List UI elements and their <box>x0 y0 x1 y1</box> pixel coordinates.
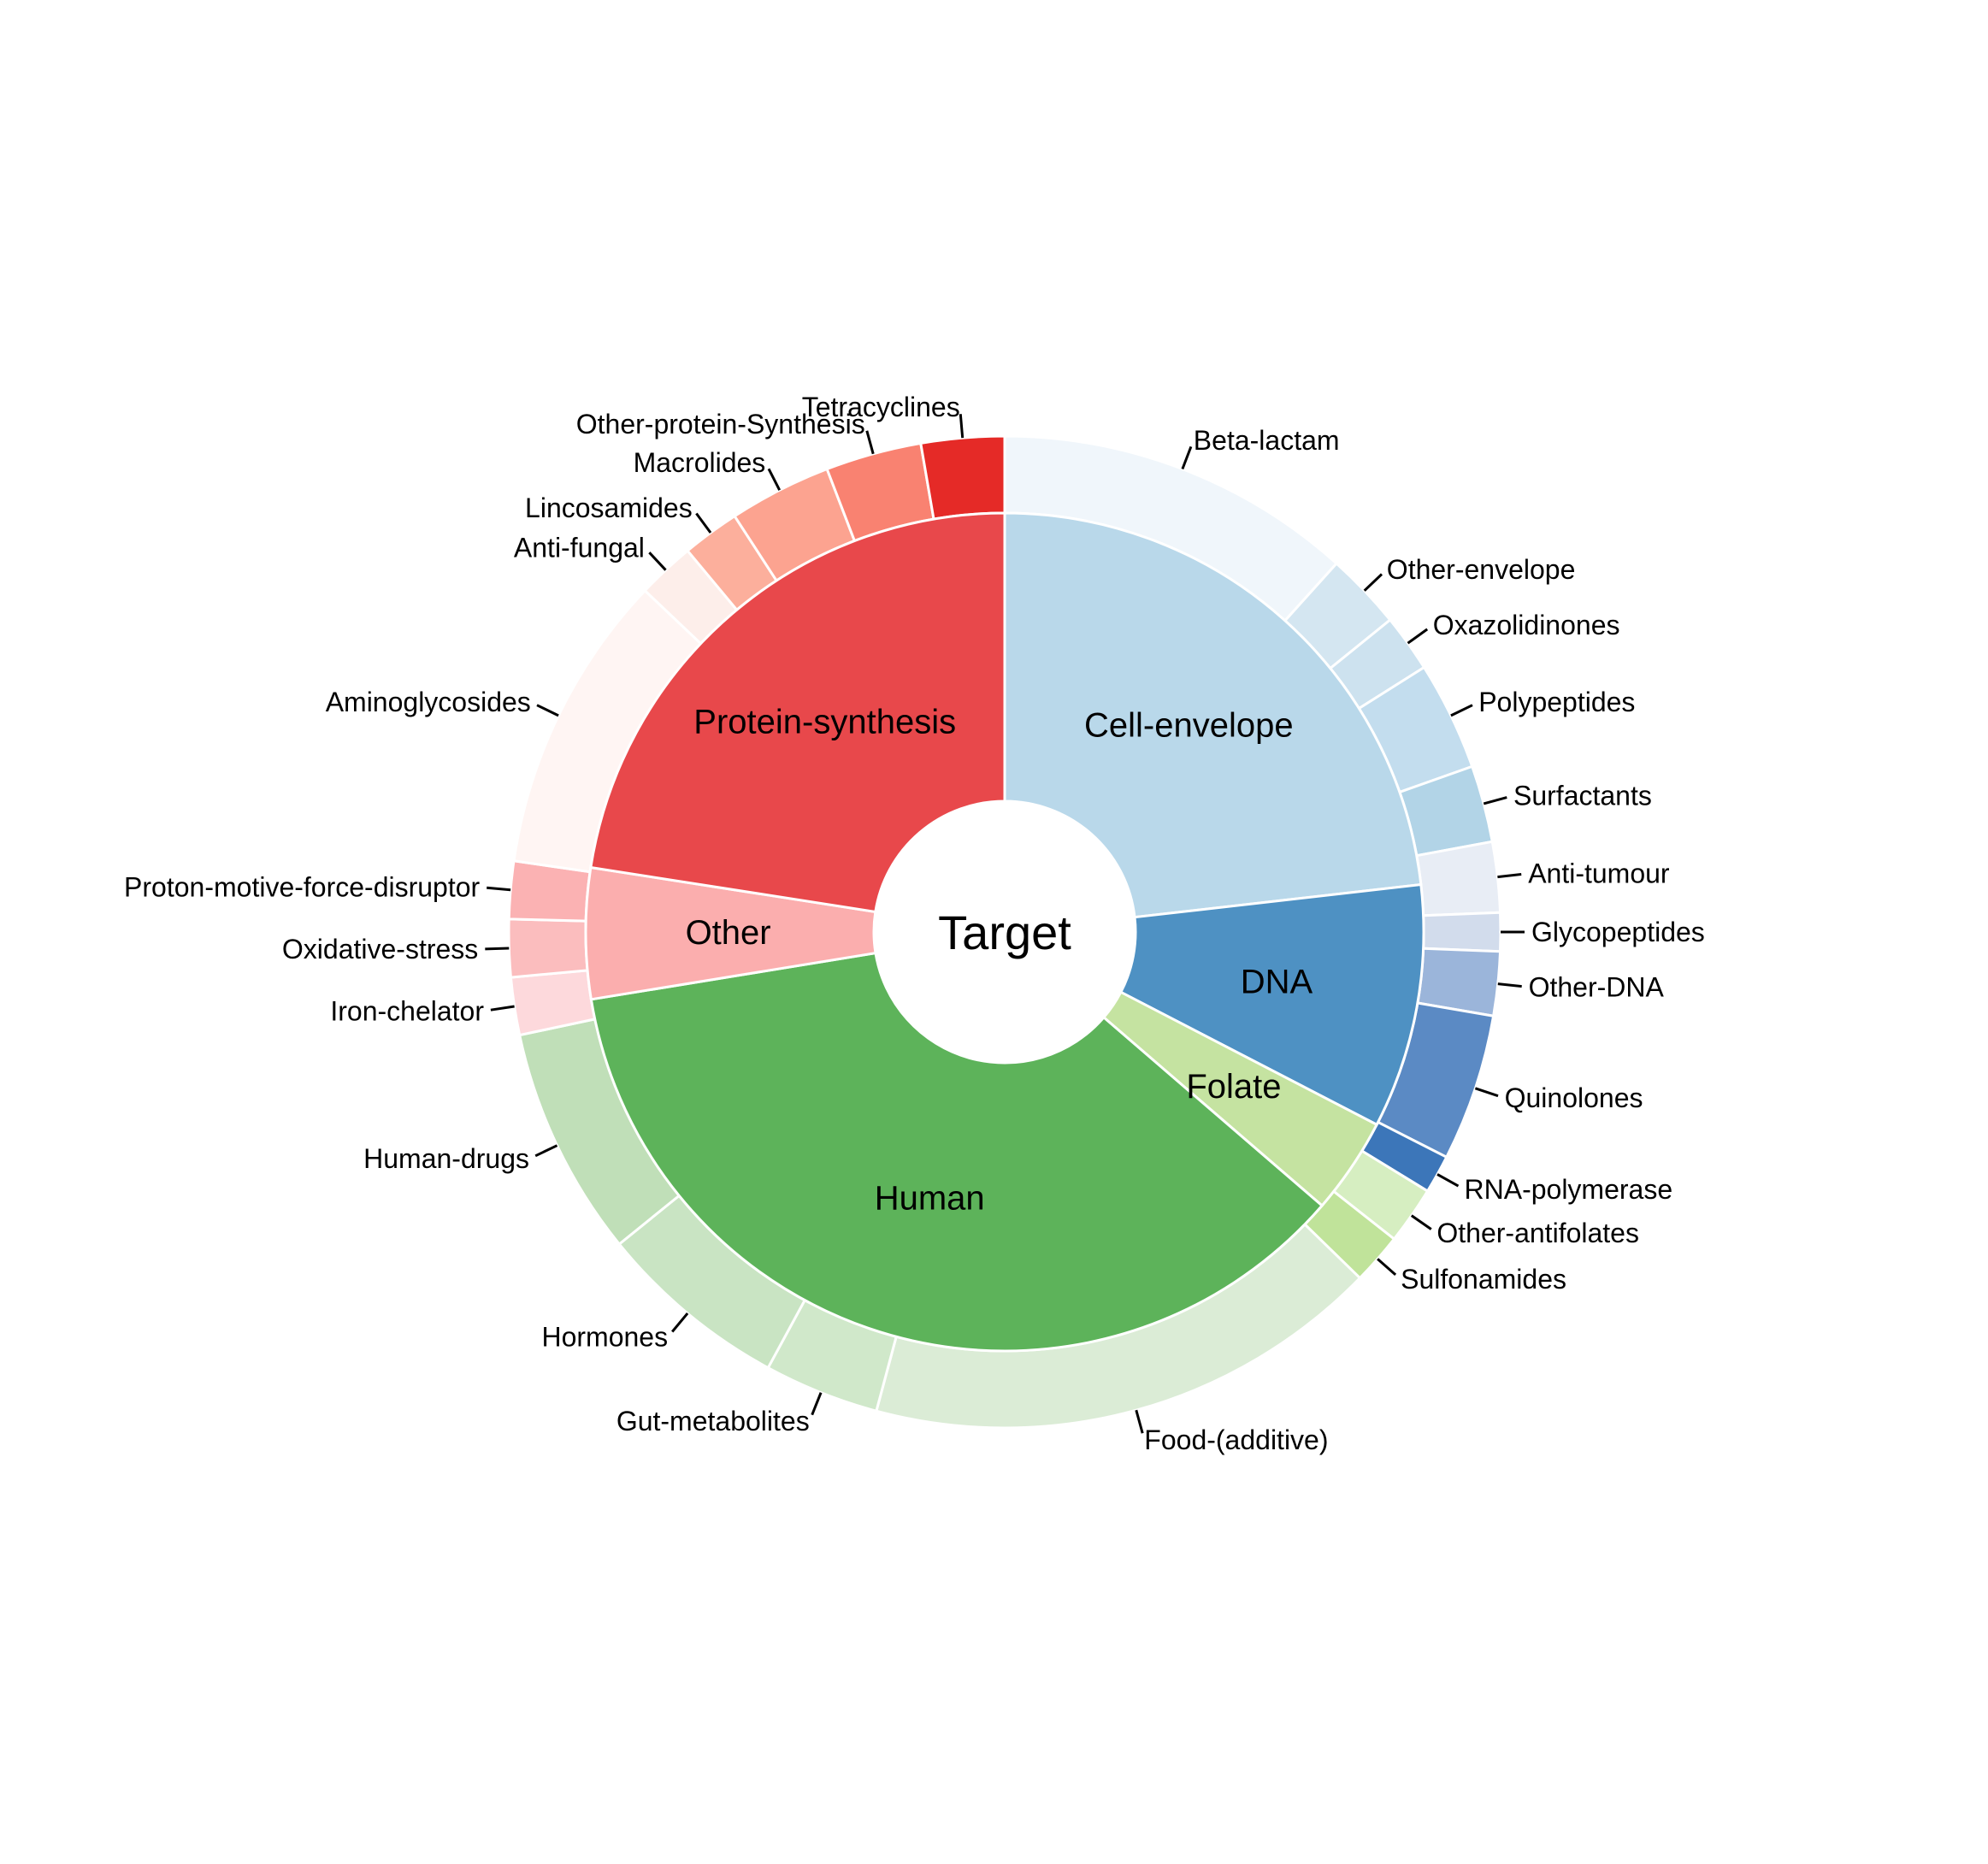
outer-label-glycopeptides: Glycopeptides <box>1531 917 1705 947</box>
outer-wedge-anti-tumour <box>1415 840 1502 917</box>
leader-line-oxidative-stress <box>485 947 510 951</box>
leader-line-macrolides <box>767 468 782 491</box>
outer-label-aminoglycosides: Aminoglycosides <box>326 687 531 717</box>
leader-line-other-antifolates <box>1410 1214 1432 1230</box>
outer-wedge-oxidative-stress <box>507 917 589 979</box>
outer-label-lincosamides: Lincosamides <box>525 493 693 523</box>
inner-ring <box>584 511 1425 1353</box>
leader-line-tetracyclines <box>959 414 965 439</box>
outer-label-oxidative-stress: Oxidative-stress <box>282 934 478 964</box>
outer-label-polypeptides: Polypeptides <box>1478 687 1635 717</box>
outer-wedge-glycopeptides <box>1422 911 1502 953</box>
leader-line-lincosamides <box>695 512 712 534</box>
leader-line-aminoglycosides <box>536 704 559 717</box>
leader-line-quinolones <box>1474 1087 1499 1098</box>
leader-line-anti-fungal <box>648 552 667 571</box>
outer-label-quinolones: Quinolones <box>1505 1082 1643 1113</box>
outer-label-sulfonamides: Sulfonamides <box>1401 1264 1566 1295</box>
outer-labels: Beta-lactam Other-envelope Oxazolidinones P… <box>124 392 1705 1455</box>
leader-line-proton-motive-force-disruptor <box>487 886 511 892</box>
outer-label-human-drugs: Human-drugs <box>363 1143 529 1174</box>
inner-label-cell-envelope: Cell-envelope <box>1084 707 1294 745</box>
leader-line-other-protein-synthesis <box>865 430 875 455</box>
leader-line-rna-polymerase <box>1436 1173 1460 1188</box>
leader-line-other-envelope <box>1363 573 1383 592</box>
outer-wedge-tetracyclines <box>919 434 1006 521</box>
outer-label-proton-motive-force-disruptor: Proton-motive-force-disruptor <box>124 872 480 903</box>
center-hole <box>874 801 1136 1063</box>
leader-line-oxazolidinones <box>1407 628 1429 645</box>
outer-label-hormones: Hormones <box>541 1322 668 1353</box>
outer-label-food-additive: Food-(additive) <box>1144 1425 1328 1455</box>
leader-line-other-dna <box>1497 982 1522 988</box>
leader-line-polypeptides <box>1450 704 1473 717</box>
inner-labels: Cell-envelope DNA Folate Human Other Protein-… <box>686 703 1313 1217</box>
leader-lines <box>485 414 1525 1434</box>
outer-label-oxazolidinones: Oxazolidinones <box>1433 610 1620 640</box>
leader-line-gut-metabolites <box>811 1392 823 1416</box>
inner-label-human: Human <box>875 1179 985 1217</box>
leader-line-human-drugs <box>534 1144 558 1158</box>
leader-line-surfactants <box>1483 796 1507 805</box>
outer-label-beta-lactam: Beta-lactam <box>1194 425 1340 456</box>
outer-label-other-antifolates: Other-antifolates <box>1436 1218 1639 1248</box>
outer-label-iron-chelator: Iron-chelator <box>330 995 484 1026</box>
leader-line-anti-tumour <box>1497 873 1522 879</box>
leader-line-beta-lactam <box>1181 445 1193 470</box>
outer-label-anti-fungal: Anti-fungal <box>514 532 645 563</box>
outer-label-rna-polymerase: RNA-polymerase <box>1465 1174 1673 1205</box>
inner-label-protein-synthesis: Protein-synthesis <box>693 703 956 740</box>
leader-line-iron-chelator <box>490 1005 515 1012</box>
inner-label-other: Other <box>686 914 771 952</box>
outer-label-gut-metabolites: Gut-metabolites <box>616 1406 810 1436</box>
leader-line-food-additive <box>1135 1409 1144 1434</box>
outer-label-other-dna: Other-DNA <box>1529 971 1665 1002</box>
outer-label-surfactants: Surfactants <box>1513 781 1652 811</box>
inner-label-folate: Folate <box>1186 1068 1281 1106</box>
outer-label-tetracyclines: Tetracyclines <box>802 392 960 422</box>
outer-label-other-envelope: Other-envelope <box>1387 554 1576 585</box>
outer-label-other-protein-synthesis: Other-protein-Synthesis <box>576 409 865 439</box>
leader-line-hormones <box>671 1312 689 1333</box>
outer-label-anti-tumour: Anti-tumour <box>1528 858 1670 889</box>
leader-line-sulfonamides <box>1377 1258 1397 1277</box>
inner-label-dna: DNA <box>1241 964 1313 1001</box>
center-label: Target <box>938 905 1071 959</box>
outer-label-macrolides: Macrolides <box>634 447 766 478</box>
